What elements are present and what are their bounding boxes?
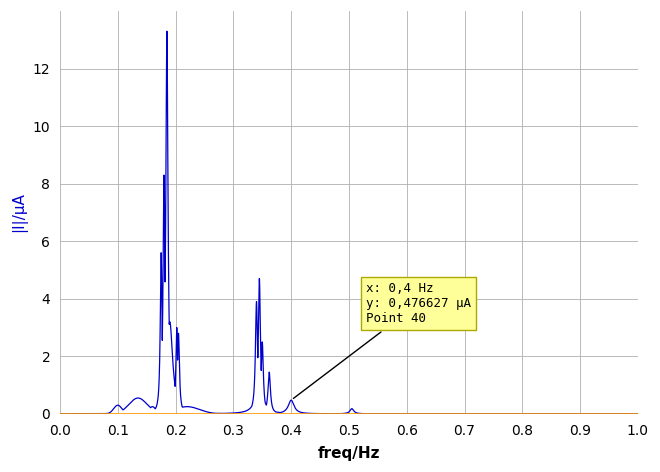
X-axis label: freq/Hz: freq/Hz [317,446,380,461]
Y-axis label: |I|/μA: |I|/μA [11,193,27,232]
Text: x: 0,4 Hz
y: 0,476627 μA
Point 40: x: 0,4 Hz y: 0,476627 μA Point 40 [294,282,471,398]
